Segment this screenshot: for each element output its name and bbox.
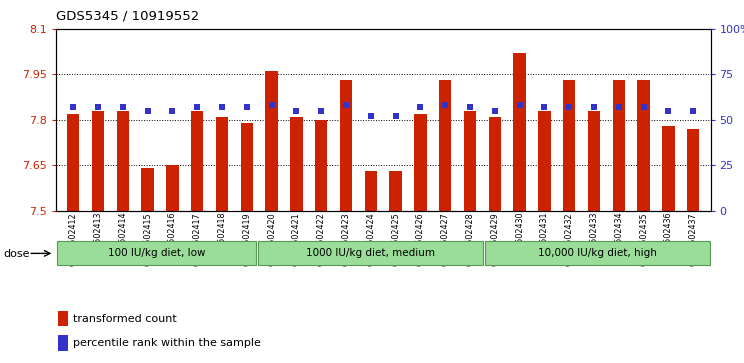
Point bbox=[414, 104, 426, 110]
Bar bbox=[464, 111, 476, 211]
Text: percentile rank within the sample: percentile rank within the sample bbox=[73, 338, 260, 348]
Bar bbox=[538, 111, 551, 211]
Point bbox=[340, 102, 352, 108]
Point bbox=[439, 102, 451, 108]
Bar bbox=[662, 126, 675, 211]
Bar bbox=[67, 114, 80, 211]
Text: transformed count: transformed count bbox=[73, 314, 176, 324]
Point bbox=[92, 104, 104, 110]
Bar bbox=[58, 335, 68, 351]
Bar bbox=[612, 81, 625, 211]
Bar bbox=[365, 171, 377, 211]
Point bbox=[315, 108, 327, 114]
Text: 10,000 IU/kg diet, high: 10,000 IU/kg diet, high bbox=[538, 248, 657, 258]
Bar bbox=[439, 81, 452, 211]
Bar bbox=[191, 111, 203, 211]
Bar bbox=[216, 117, 228, 211]
Point bbox=[513, 102, 525, 108]
Bar bbox=[315, 120, 327, 211]
Bar bbox=[638, 81, 650, 211]
Text: 1000 IU/kg diet, medium: 1000 IU/kg diet, medium bbox=[306, 248, 435, 258]
Point bbox=[141, 108, 153, 114]
Point bbox=[266, 102, 278, 108]
Bar bbox=[240, 123, 253, 211]
Point bbox=[191, 104, 203, 110]
Bar bbox=[389, 171, 402, 211]
Point bbox=[662, 108, 674, 114]
Point bbox=[489, 108, 501, 114]
Point bbox=[464, 104, 476, 110]
Bar bbox=[563, 81, 575, 211]
Bar bbox=[117, 111, 129, 211]
FancyBboxPatch shape bbox=[258, 241, 483, 265]
Bar bbox=[290, 117, 303, 211]
Text: 100 IU/kg diet, low: 100 IU/kg diet, low bbox=[108, 248, 205, 258]
Bar bbox=[58, 311, 68, 326]
Point bbox=[390, 113, 402, 119]
Bar bbox=[92, 111, 104, 211]
Point bbox=[613, 104, 625, 110]
Text: GDS5345 / 10919552: GDS5345 / 10919552 bbox=[56, 9, 199, 22]
Text: dose: dose bbox=[4, 249, 31, 259]
Bar bbox=[687, 129, 699, 211]
Bar bbox=[414, 114, 426, 211]
Point bbox=[167, 108, 179, 114]
Point bbox=[687, 108, 699, 114]
Point bbox=[117, 104, 129, 110]
Bar bbox=[266, 72, 278, 211]
Point bbox=[216, 104, 228, 110]
FancyBboxPatch shape bbox=[484, 241, 710, 265]
Point bbox=[241, 104, 253, 110]
Point bbox=[638, 104, 650, 110]
Bar bbox=[588, 111, 600, 211]
Bar bbox=[340, 81, 352, 211]
Bar bbox=[489, 117, 501, 211]
Bar bbox=[141, 168, 154, 211]
Bar bbox=[513, 53, 526, 211]
Point bbox=[588, 104, 600, 110]
Point bbox=[67, 104, 79, 110]
Point bbox=[290, 108, 302, 114]
Point bbox=[563, 104, 575, 110]
Point bbox=[539, 104, 551, 110]
FancyBboxPatch shape bbox=[57, 241, 257, 265]
Point bbox=[365, 113, 376, 119]
Bar bbox=[166, 165, 179, 211]
